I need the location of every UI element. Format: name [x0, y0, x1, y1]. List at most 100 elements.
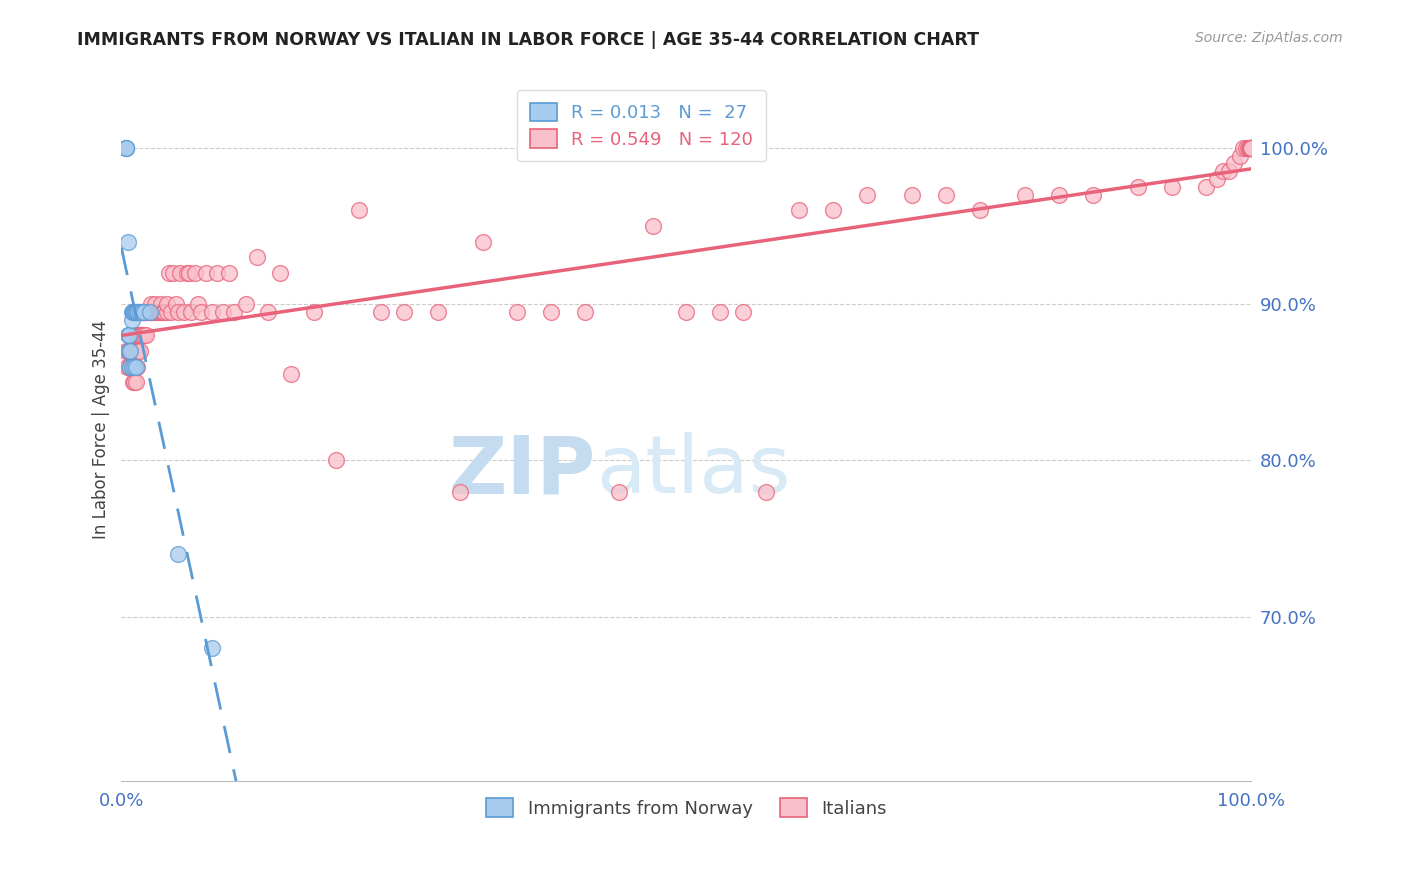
Point: [128, 305, 150, 319]
Point: [235, 297, 257, 311]
Point: [392, 305, 415, 319]
Point: [1232, 141, 1254, 155]
Point: [121, 305, 143, 319]
Point: [150, 305, 173, 319]
Point: [1128, 180, 1150, 194]
Point: [302, 305, 325, 319]
Point: [506, 305, 529, 319]
Point: [124, 305, 146, 319]
Point: [179, 266, 201, 280]
Point: [132, 328, 155, 343]
Legend: Immigrants from Norway, Italians: Immigrants from Norway, Italians: [479, 791, 894, 825]
Point: [641, 219, 664, 233]
Point: [218, 266, 240, 280]
Point: [132, 305, 155, 319]
Point: [1240, 141, 1263, 155]
Point: [370, 305, 392, 319]
Point: [969, 203, 991, 218]
Point: [176, 266, 198, 280]
Point: [1240, 141, 1263, 155]
Point: [125, 305, 148, 319]
Point: [117, 344, 139, 359]
Point: [117, 235, 139, 249]
Point: [115, 359, 138, 374]
Point: [1240, 141, 1263, 155]
Point: [134, 305, 156, 319]
Point: [127, 328, 149, 343]
Point: [1161, 180, 1184, 194]
Point: [195, 266, 218, 280]
Point: [150, 297, 173, 311]
Point: [132, 305, 155, 319]
Point: [789, 203, 811, 218]
Point: [118, 359, 141, 374]
Text: atlas: atlas: [596, 433, 790, 510]
Point: [135, 305, 157, 319]
Point: [184, 266, 207, 280]
Point: [754, 484, 776, 499]
Point: [156, 305, 179, 319]
Point: [165, 297, 187, 311]
Point: [115, 141, 138, 155]
Point: [1047, 187, 1070, 202]
Point: [118, 344, 141, 359]
Point: [1206, 172, 1229, 186]
Point: [138, 305, 160, 319]
Point: [125, 344, 148, 359]
Point: [124, 328, 146, 343]
Point: [173, 305, 195, 319]
Point: [152, 305, 174, 319]
Point: [607, 484, 630, 499]
Point: [136, 305, 159, 319]
Point: [1229, 148, 1251, 162]
Point: [131, 305, 153, 319]
Point: [540, 305, 562, 319]
Point: [143, 305, 166, 319]
Point: [246, 250, 269, 264]
Point: [128, 328, 150, 343]
Point: [124, 359, 146, 374]
Point: [1237, 141, 1260, 155]
Point: [180, 305, 202, 319]
Point: [224, 305, 246, 319]
Point: [472, 235, 495, 249]
Point: [121, 359, 143, 374]
Point: [129, 305, 152, 319]
Point: [121, 305, 143, 319]
Point: [122, 376, 145, 390]
Point: [280, 368, 302, 382]
Point: [115, 141, 138, 155]
Point: [1234, 141, 1257, 155]
Point: [127, 305, 149, 319]
Point: [115, 141, 138, 155]
Point: [169, 266, 191, 280]
Point: [143, 297, 166, 311]
Point: [138, 305, 160, 319]
Point: [121, 344, 143, 359]
Point: [138, 305, 160, 319]
Point: [1223, 156, 1246, 170]
Point: [121, 359, 143, 374]
Point: [162, 266, 184, 280]
Point: [167, 305, 190, 319]
Point: [347, 203, 370, 218]
Point: [1240, 141, 1263, 155]
Point: [127, 344, 149, 359]
Point: [157, 266, 180, 280]
Point: [121, 376, 143, 390]
Y-axis label: In Labor Force | Age 35-44: In Labor Force | Age 35-44: [93, 319, 110, 539]
Point: [129, 328, 152, 343]
Point: [118, 328, 141, 343]
Point: [125, 359, 148, 374]
Point: [122, 344, 145, 359]
Point: [1218, 164, 1240, 178]
Point: [709, 305, 731, 319]
Point: [122, 305, 145, 319]
Point: [127, 359, 149, 374]
Point: [146, 305, 169, 319]
Point: [115, 344, 138, 359]
Point: [257, 305, 280, 319]
Point: [120, 359, 142, 374]
Point: [901, 187, 924, 202]
Point: [120, 344, 142, 359]
